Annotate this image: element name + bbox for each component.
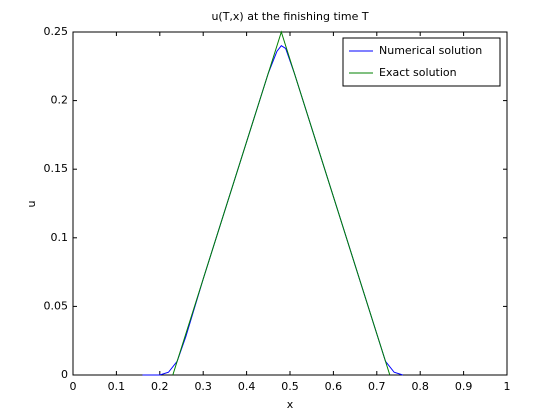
x-tick-label: 0.2 [151, 380, 169, 393]
x-tick-label: 0 [70, 380, 77, 393]
y-tick-label: 0.15 [44, 162, 69, 175]
x-tick-label: 0.5 [281, 380, 299, 393]
chart-title: u(T,x) at the finishing time T [211, 10, 368, 23]
y-tick-label: 0.25 [44, 25, 69, 38]
x-tick-label: 0.4 [238, 380, 256, 393]
x-axis-label: x [287, 398, 294, 411]
y-tick-label: 0.2 [51, 94, 69, 107]
y-tick-label: 0 [61, 368, 68, 381]
x-tick-label: 0.1 [108, 380, 126, 393]
legend-label: Exact solution [379, 66, 457, 79]
y-axis-label: u [25, 201, 38, 208]
x-tick-label: 0.6 [325, 380, 343, 393]
x-tick-label: 1 [504, 380, 511, 393]
x-tick-label: 0.7 [368, 380, 386, 393]
y-tick-label: 0.05 [44, 299, 69, 312]
x-tick-label: 0.8 [411, 380, 429, 393]
x-tick-label: 0.9 [455, 380, 473, 393]
legend-label: Numerical solution [379, 44, 482, 57]
legend-box [342, 37, 501, 87]
plot-area [72, 31, 508, 376]
x-tick-label: 0.3 [194, 380, 212, 393]
y-tick-label: 0.1 [51, 231, 69, 244]
series-line [172, 30, 391, 376]
